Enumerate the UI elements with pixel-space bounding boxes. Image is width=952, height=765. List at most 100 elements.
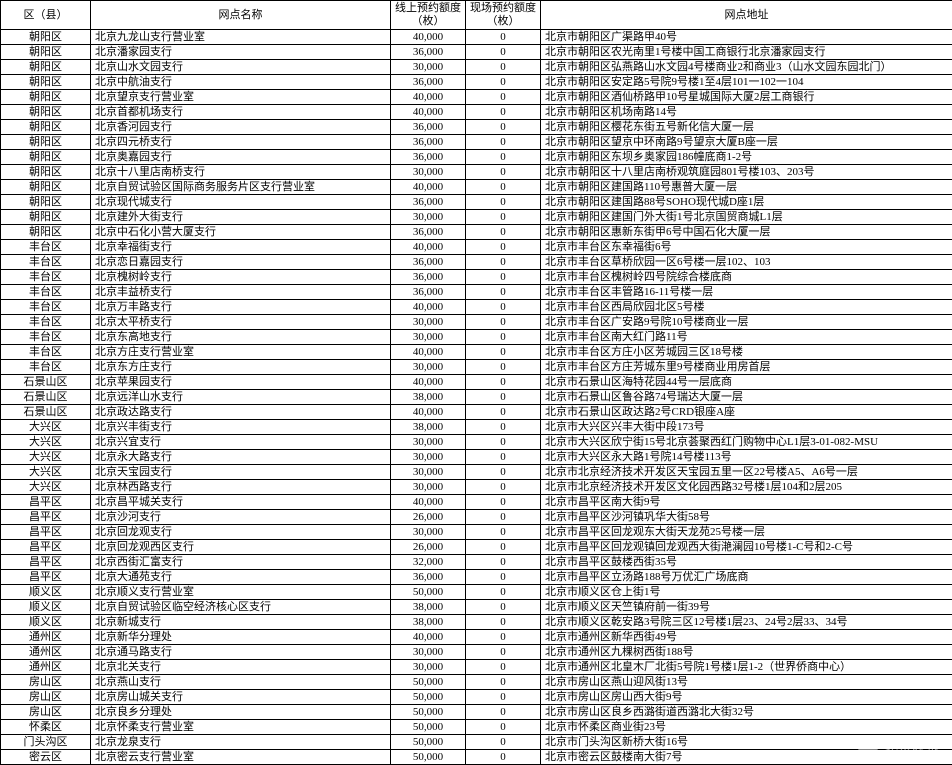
table-row: 丰台区北京方庄支行营业室40,0000北京市丰台区方庄小区芳城园三区18号楼: [1, 345, 952, 360]
cell: 顺义区: [1, 615, 91, 630]
cell: 26,000: [391, 540, 466, 555]
table-row: 石景山区北京苹果园支行40,0000北京市石景山区海特花园44号一层底商: [1, 375, 952, 390]
cell: 北京方庄支行营业室: [91, 345, 391, 360]
cell: 昌平区: [1, 510, 91, 525]
cell: 丰台区: [1, 345, 91, 360]
cell: 36,000: [391, 270, 466, 285]
cell: 昌平区: [1, 495, 91, 510]
cell: 丰台区: [1, 285, 91, 300]
cell: 北京首都机场支行: [91, 105, 391, 120]
cell: 36,000: [391, 225, 466, 240]
table-row: 房山区北京良乡分理处50,0000北京市房山区良乡西潞街道西潞北大街32号: [1, 705, 952, 720]
cell: 50,000: [391, 690, 466, 705]
cell: 朝阳区: [1, 30, 91, 45]
table-row: 朝阳区北京望京支行营业室40,0000北京市朝阳区酒仙桥路甲10号星城国际大厦2…: [1, 90, 952, 105]
cell: 朝阳区: [1, 90, 91, 105]
cell: 北京市朝阳区机场南路14号: [541, 105, 952, 120]
cell: 北京兴丰街支行: [91, 420, 391, 435]
cell: 北京市朝阳区建国门外大街1号北京国贸商城L1层: [541, 210, 952, 225]
cell: 0: [466, 465, 541, 480]
table-row: 朝阳区北京奥嘉园支行36,0000北京市朝阳区东坝乡奥家园186幢底商1-2号: [1, 150, 952, 165]
cell: 昌平区: [1, 540, 91, 555]
cell: 0: [466, 525, 541, 540]
table-row: 丰台区北京太平桥支行30,0000北京市丰台区广安路9号院10号楼商业一层: [1, 315, 952, 330]
cell: 北京永大路支行: [91, 450, 391, 465]
table-row: 门头沟区北京龙泉支行50,0000北京市门头沟区新桥大街16号: [1, 735, 952, 750]
cell: 石景山区: [1, 405, 91, 420]
cell: 30,000: [391, 525, 466, 540]
cell: 北京市丰台区广安路9号院10号楼商业一层: [541, 315, 952, 330]
cell: 40,000: [391, 240, 466, 255]
cell: 北京东高地支行: [91, 330, 391, 345]
table-row: 顺义区北京新城支行38,0000北京市顺义区乾安路3号院三区12号楼1层23、2…: [1, 615, 952, 630]
cell: 0: [466, 210, 541, 225]
cell: 0: [466, 45, 541, 60]
cell: 北京恋日嘉园支行: [91, 255, 391, 270]
table-header-row: 区（县） 网点名称 线上预约额度（枚） 现场预约额度（枚） 网点地址: [1, 1, 952, 30]
cell: 0: [466, 675, 541, 690]
cell: 0: [466, 120, 541, 135]
cell: 大兴区: [1, 465, 91, 480]
cell: 0: [466, 570, 541, 585]
cell: 北京市朝阳区樱花东街五号新化信大厦一层: [541, 120, 952, 135]
cell: 北京市通州区新华西街49号: [541, 630, 952, 645]
cell: 北京中航油支行: [91, 75, 391, 90]
cell: 北京怀柔支行营业室: [91, 720, 391, 735]
table-row: 丰台区北京丰益桥支行36,0000北京市丰台区丰管路16-11号楼一层: [1, 285, 952, 300]
cell: 40,000: [391, 300, 466, 315]
cell: 北京奥嘉园支行: [91, 150, 391, 165]
cell: 36,000: [391, 285, 466, 300]
cell: 0: [466, 90, 541, 105]
cell: 昌平区: [1, 525, 91, 540]
table-row: 昌平区北京昌平城关支行40,0000北京市昌平区南大街9号: [1, 495, 952, 510]
table-row: 通州区北京北关支行30,0000北京市通州区北皇木厂北街5号院1号楼1层1-2（…: [1, 660, 952, 675]
cell: 北京建外大街支行: [91, 210, 391, 225]
cell: 北京新华分理处: [91, 630, 391, 645]
cell: 38,000: [391, 420, 466, 435]
cell: 北京市门头沟区新桥大街16号: [541, 735, 952, 750]
cell: 0: [466, 540, 541, 555]
cell: 通州区: [1, 645, 91, 660]
table-row: 顺义区北京自贸试验区临空经济核心区支行38,0000北京市顺义区天竺镇府前一街3…: [1, 600, 952, 615]
cell: 北京市朝阳区安定路5号院9号楼1至4层101一102一104: [541, 75, 952, 90]
cell: 大兴区: [1, 480, 91, 495]
table-row: 朝阳区北京现代城支行36,0000北京市朝阳区建国路88号SOHO现代城D座1层: [1, 195, 952, 210]
cell: 0: [466, 360, 541, 375]
cell: 北京市房山区良乡西潞街道西潞北大街32号: [541, 705, 952, 720]
cell: 北京通马路支行: [91, 645, 391, 660]
cell: 0: [466, 660, 541, 675]
cell: 36,000: [391, 195, 466, 210]
cell: 通州区: [1, 630, 91, 645]
cell: 0: [466, 585, 541, 600]
cell: 朝阳区: [1, 120, 91, 135]
cell: 0: [466, 60, 541, 75]
cell: 30,000: [391, 645, 466, 660]
cell: 38,000: [391, 600, 466, 615]
cell: 0: [466, 405, 541, 420]
cell: 朝阳区: [1, 105, 91, 120]
cell: 北京市大兴区永大路1号院14号楼113号: [541, 450, 952, 465]
table-row: 昌平区北京西街汇富支行32,0000北京市昌平区鼓楼西街35号: [1, 555, 952, 570]
cell: 大兴区: [1, 435, 91, 450]
cell: 0: [466, 375, 541, 390]
cell: 北京市朝阳区农光南里1号楼中国工商银行北京潘家园支行: [541, 45, 952, 60]
cell: 丰台区: [1, 255, 91, 270]
col-branch-name: 网点名称: [91, 1, 391, 30]
cell: 北京天宝园支行: [91, 465, 391, 480]
cell: 北京市昌平区鼓楼西街35号: [541, 555, 952, 570]
cell: 0: [466, 330, 541, 345]
table-row: 怀柔区北京怀柔支行营业室50,0000北京市怀柔区商业街23号: [1, 720, 952, 735]
cell: 北京市石景山区海特花园44号一层底商: [541, 375, 952, 390]
table-row: 昌平区北京回龙观支行30,0000北京市昌平区回龙观东大街天龙苑25号楼一层: [1, 525, 952, 540]
cell: 北京香河园支行: [91, 120, 391, 135]
cell: 丰台区: [1, 360, 91, 375]
cell: 0: [466, 480, 541, 495]
cell: 0: [466, 270, 541, 285]
table-row: 昌平区北京回龙观西区支行26,0000北京市昌平区回龙观镇回龙观西大街滟澜园10…: [1, 540, 952, 555]
cell: 40,000: [391, 180, 466, 195]
cell: 北京槐树岭支行: [91, 270, 391, 285]
cell: 北京北关支行: [91, 660, 391, 675]
cell: 北京山水文园支行: [91, 60, 391, 75]
cell: 40,000: [391, 345, 466, 360]
cell: 昌平区: [1, 570, 91, 585]
